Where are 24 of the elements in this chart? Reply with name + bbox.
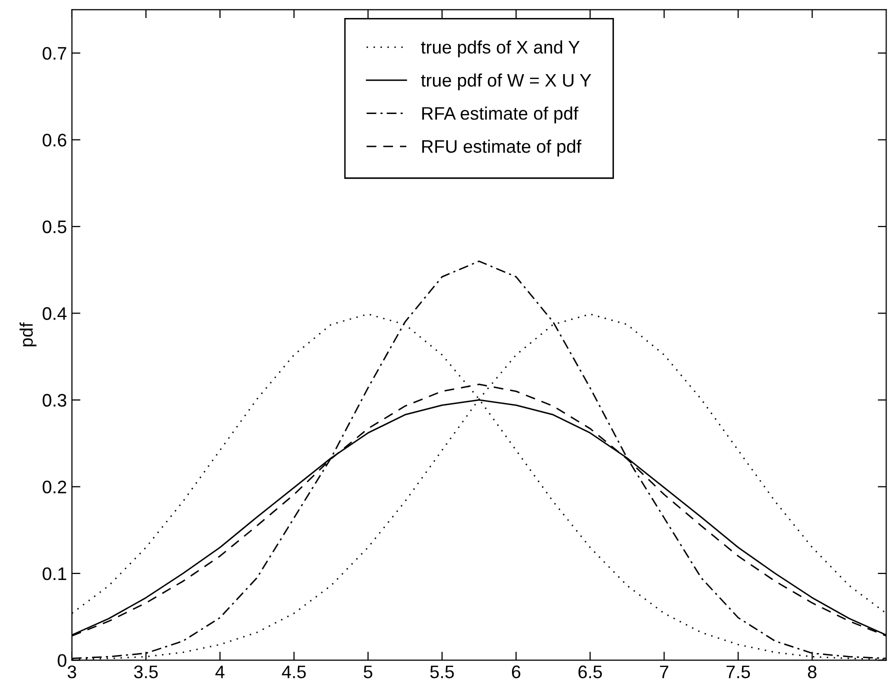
x-tick-label: 4.5 <box>282 666 306 678</box>
x-tick-label: 6 <box>512 666 520 678</box>
legend-label: true pdf of W = X U Y <box>421 73 592 90</box>
y-axis-title: pdf <box>20 322 36 346</box>
x-tick-label: 5.5 <box>430 666 454 678</box>
legend-label: RFA estimate of pdf <box>422 106 578 124</box>
x-tick-label: 5 <box>364 666 372 678</box>
x-tick-label: 7 <box>660 666 668 678</box>
x-tick-label: 6.5 <box>578 666 602 678</box>
legend-label: RFU estimate of pdf <box>422 140 582 156</box>
y-tick-label: 0.7 <box>42 46 66 60</box>
x-tick-label: 4 <box>215 666 224 678</box>
y-tick-label: 0 <box>58 654 66 667</box>
y-tick-label: 0.6 <box>42 134 66 147</box>
x-tick-label: 3 <box>68 666 76 678</box>
x-tick-label: 3.5 <box>134 666 158 678</box>
x-tick-label: 8 <box>808 666 816 678</box>
y-tick-label: 0.1 <box>42 567 66 580</box>
y-tick-label: 0.2 <box>42 480 66 494</box>
y-tick-label: 0.3 <box>42 394 66 407</box>
y-tick-label: 0.5 <box>42 220 66 234</box>
y-tick-label: 0.4 <box>42 307 67 320</box>
legend-label: true pdfs of X and Y <box>421 40 580 58</box>
x-tick-label: 7.5 <box>726 666 750 678</box>
